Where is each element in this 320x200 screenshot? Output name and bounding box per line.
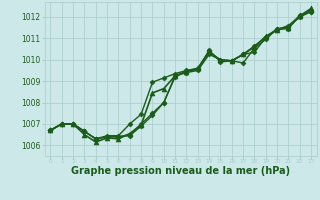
X-axis label: Graphe pression niveau de la mer (hPa): Graphe pression niveau de la mer (hPa) <box>71 166 290 176</box>
